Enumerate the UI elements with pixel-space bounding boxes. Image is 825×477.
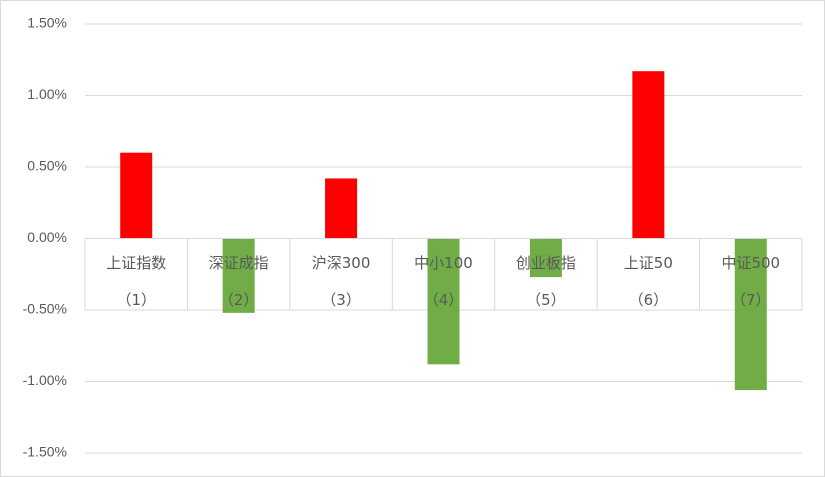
x-tick-label: （4）	[424, 291, 464, 309]
x-tick-label: （3）	[321, 291, 361, 309]
bar	[529, 238, 562, 278]
bar	[222, 238, 255, 313]
x-tick-label: （6）	[629, 291, 669, 309]
bar	[734, 238, 767, 391]
x-tick-label: （1）	[116, 291, 156, 309]
x-tick-label: 创业板指	[516, 254, 576, 272]
x-tick-label: 中证500	[721, 254, 780, 272]
bar	[427, 238, 460, 365]
y-tick-label: -1.00%	[23, 372, 67, 388]
x-tick-label: 深证成指	[209, 254, 269, 272]
x-tick-label: 中小100	[414, 254, 473, 272]
x-tick-label: 沪深300	[312, 254, 371, 272]
x-tick-label: （5）	[526, 291, 566, 309]
y-tick-label: 1.50%	[27, 15, 67, 31]
x-tick-label: 上证指数	[106, 254, 166, 272]
y-tick-label: -1.50%	[23, 444, 67, 460]
x-tick-label: （2）	[219, 291, 259, 309]
bar	[325, 178, 358, 239]
y-tick-label: 0.00%	[27, 229, 67, 245]
y-tick-label: 1.00%	[27, 86, 67, 102]
y-tick-label: 0.50%	[27, 158, 67, 174]
bar	[120, 152, 153, 239]
y-tick-label: -0.50%	[23, 301, 67, 317]
bar	[632, 71, 665, 239]
x-tick-label: （7）	[731, 291, 771, 309]
x-tick-label: 上证50	[624, 254, 673, 272]
